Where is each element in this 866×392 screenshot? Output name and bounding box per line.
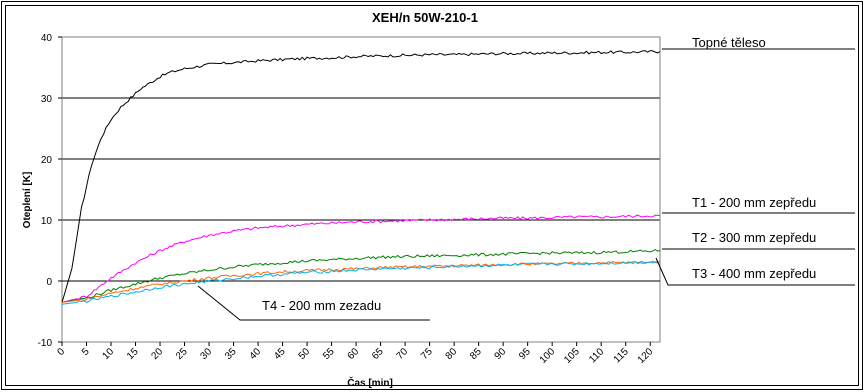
series-line-0: [61, 50, 661, 303]
series-line-3: [61, 260, 661, 303]
x-tick-label-7: 35: [223, 346, 239, 362]
y-tick-label-3: 20: [41, 155, 53, 166]
y-tick-label-5: 40: [41, 33, 53, 44]
x-tick-label-8: 40: [248, 346, 264, 362]
x-tick-label-19: 95: [517, 346, 533, 362]
x-tick-label-18: 90: [493, 346, 509, 362]
y-tick-label-4: 30: [41, 94, 53, 105]
x-tick-label-16: 80: [444, 346, 460, 362]
y-tick-label-1: 0: [46, 277, 52, 288]
series-line-4: [61, 260, 661, 305]
y-tick-label-2: 10: [41, 216, 53, 227]
x-tick-label-23: 115: [612, 346, 631, 365]
x-tick-label-6: 30: [199, 346, 215, 362]
x-tick-label-11: 55: [321, 346, 337, 362]
x-tick-label-24: 120: [636, 346, 656, 366]
x-axis-title: Čas [min]: [347, 376, 393, 389]
x-tick-label-14: 70: [395, 346, 411, 362]
x-tick-label-4: 20: [150, 346, 166, 362]
x-tick-label-10: 50: [297, 346, 313, 362]
annotation-label-3: T3 - 400 mm zepředu: [692, 266, 816, 281]
series-group: [61, 50, 661, 305]
annotation-leader-3: [655, 257, 855, 286]
x-tick-label-22: 110: [587, 346, 606, 365]
annotation-label-1: T1 - 200 mm zepředu: [692, 195, 816, 210]
y-tick-label-0: -10: [38, 338, 53, 349]
chart-title: XEH/n 50W-210-1: [372, 10, 478, 25]
annotation-leader-4: [197, 285, 430, 321]
x-tick-label-20: 100: [538, 346, 558, 366]
x-tick-label-3: 15: [125, 346, 141, 362]
annotations: Topné těleso T1 - 200 mm zepředu T2 - 300 …: [197, 35, 855, 321]
annotation-label-4: T4 - 200 mm zezadu: [262, 298, 381, 313]
y-axis-title: Oteplení [K]: [22, 172, 33, 229]
x-tick-label-17: 85: [468, 346, 484, 362]
x-tick-label-15: 75: [419, 346, 435, 362]
grid: [62, 97, 660, 282]
plot-area: [61, 36, 661, 343]
x-tick-label-13: 65: [370, 346, 386, 362]
series-line-1: [61, 214, 661, 303]
x-tick-label-12: 60: [346, 346, 362, 362]
x-tick-label-9: 45: [272, 346, 288, 362]
annotation-label-2: T2 - 300 mm zepředu: [692, 230, 816, 245]
annotation-label-0: Topné těleso: [692, 35, 766, 50]
x-tick-label-1: 5: [80, 346, 92, 358]
x-tick-label-0: 0: [55, 346, 67, 358]
x-tick-label-21: 105: [562, 346, 582, 366]
series-line-2: [61, 249, 661, 303]
x-tick-label-5: 25: [174, 346, 190, 362]
x-tick-label-2: 10: [100, 346, 116, 362]
chart-frame-inner: [5, 5, 859, 386]
